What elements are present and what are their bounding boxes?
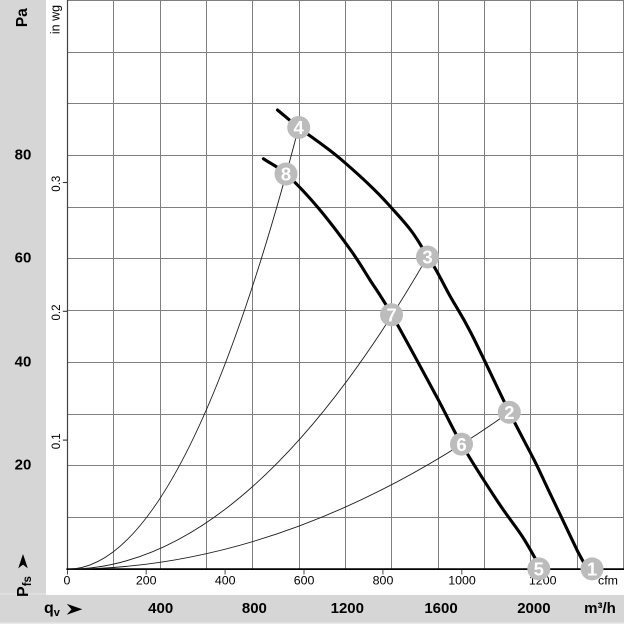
- svg-text:0.3: 0.3: [51, 176, 63, 192]
- svg-text:400: 400: [148, 600, 173, 617]
- svg-text:m³/h: m³/h: [584, 600, 616, 617]
- svg-text:8: 8: [281, 164, 291, 185]
- svg-text:in wg: in wg: [49, 5, 63, 34]
- svg-text:1000: 1000: [448, 574, 476, 588]
- svg-text:1: 1: [587, 559, 597, 580]
- svg-text:2000: 2000: [517, 600, 550, 617]
- svg-text:1600: 1600: [424, 600, 457, 617]
- svg-text:600: 600: [294, 574, 315, 588]
- svg-text:7: 7: [386, 305, 396, 326]
- svg-text:0.1: 0.1: [51, 433, 63, 449]
- svg-text:3: 3: [422, 247, 432, 268]
- svg-text:20: 20: [15, 457, 32, 474]
- svg-text:80: 80: [15, 147, 32, 164]
- svg-text:800: 800: [373, 574, 394, 588]
- svg-text:800: 800: [242, 600, 267, 617]
- svg-text:6: 6: [456, 434, 466, 455]
- svg-text:0.2: 0.2: [51, 305, 63, 321]
- svg-text:60: 60: [15, 250, 32, 267]
- svg-text:0: 0: [64, 574, 71, 588]
- svg-text:1200: 1200: [331, 600, 364, 617]
- svg-text:Pa: Pa: [14, 8, 31, 27]
- svg-text:cfm: cfm: [598, 574, 618, 588]
- svg-text:5: 5: [534, 559, 544, 580]
- svg-text:4: 4: [294, 117, 305, 138]
- svg-text:200: 200: [136, 574, 157, 588]
- svg-text:40: 40: [15, 354, 32, 371]
- svg-text:400: 400: [215, 574, 236, 588]
- svg-text:2: 2: [504, 402, 514, 423]
